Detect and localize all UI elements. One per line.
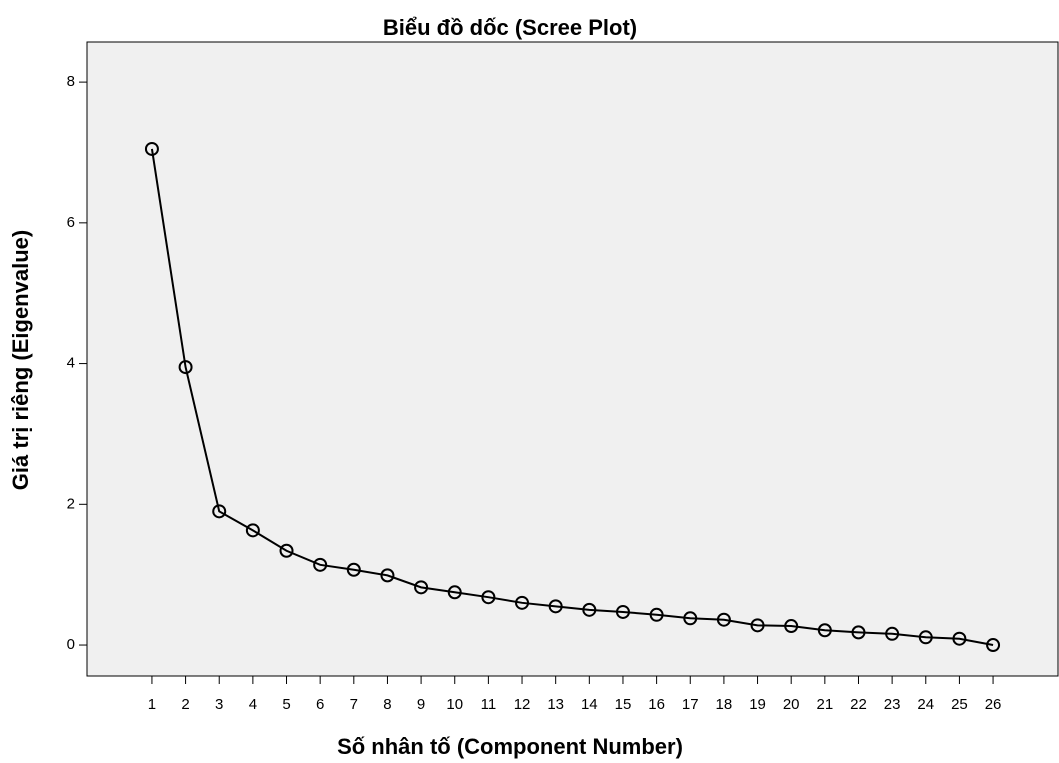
marker bbox=[851, 625, 866, 640]
marker bbox=[447, 585, 462, 600]
marker bbox=[481, 590, 496, 605]
chart-title: Biểu đồ dốc (Scree Plot) bbox=[383, 15, 637, 40]
x-tick-label: 20 bbox=[783, 696, 800, 713]
x-tick-label: 17 bbox=[682, 696, 699, 713]
marker bbox=[750, 618, 765, 633]
marker bbox=[279, 543, 294, 558]
x-tick-label: 5 bbox=[282, 696, 290, 713]
marker bbox=[380, 568, 395, 583]
marker bbox=[885, 626, 900, 641]
marker bbox=[582, 602, 597, 617]
x-tick-label: 21 bbox=[816, 696, 833, 713]
x-tick-label: 14 bbox=[581, 696, 598, 713]
x-tick-label: 15 bbox=[615, 696, 632, 713]
x-tick-label: 1 bbox=[148, 696, 156, 713]
marker bbox=[952, 631, 967, 646]
marker bbox=[245, 523, 260, 538]
marker bbox=[649, 607, 664, 622]
y-tick-label: 0 bbox=[67, 636, 75, 653]
marker bbox=[784, 619, 799, 634]
x-tick-label: 16 bbox=[648, 696, 665, 713]
marker bbox=[346, 562, 361, 577]
marker bbox=[212, 504, 227, 519]
plot-area bbox=[86, 41, 1059, 677]
x-tick-label: 12 bbox=[514, 696, 531, 713]
x-tick-label: 13 bbox=[547, 696, 564, 713]
x-tick-label: 22 bbox=[850, 696, 867, 713]
marker bbox=[918, 630, 933, 645]
y-tick-label: 6 bbox=[67, 214, 75, 231]
x-tick-label: 7 bbox=[350, 696, 358, 713]
x-tick-label: 26 bbox=[985, 696, 1002, 713]
marker bbox=[615, 604, 630, 619]
x-axis-title: Số nhân tố (Component Number) bbox=[337, 734, 683, 759]
marker bbox=[414, 580, 429, 595]
x-tick-label: 18 bbox=[716, 696, 733, 713]
x-tick-label: 19 bbox=[749, 696, 766, 713]
x-tick-label: 9 bbox=[417, 696, 425, 713]
x-tick-label: 6 bbox=[316, 696, 324, 713]
marker bbox=[817, 623, 832, 638]
marker bbox=[515, 595, 530, 610]
marker bbox=[178, 360, 193, 375]
x-tick-label: 4 bbox=[249, 696, 257, 713]
x-tick-label: 10 bbox=[446, 696, 463, 713]
y-tick-label: 2 bbox=[67, 495, 75, 512]
x-tick-label: 3 bbox=[215, 696, 223, 713]
marker bbox=[313, 557, 328, 572]
y-tick-label: 4 bbox=[67, 355, 75, 372]
x-tick-label: 8 bbox=[383, 696, 391, 713]
x-tick-label: 2 bbox=[181, 696, 189, 713]
x-tick-label: 23 bbox=[884, 696, 901, 713]
marker bbox=[683, 611, 698, 626]
y-axis-title: Giá trị riêng (Eigenvalue) bbox=[8, 230, 33, 490]
marker bbox=[548, 599, 563, 614]
marker bbox=[986, 638, 1001, 653]
x-tick-label: 25 bbox=[951, 696, 968, 713]
marker bbox=[716, 612, 731, 627]
x-tick-label: 24 bbox=[917, 696, 934, 713]
y-tick-label: 8 bbox=[67, 73, 75, 90]
marker bbox=[144, 141, 159, 156]
x-tick-label: 11 bbox=[481, 696, 497, 713]
